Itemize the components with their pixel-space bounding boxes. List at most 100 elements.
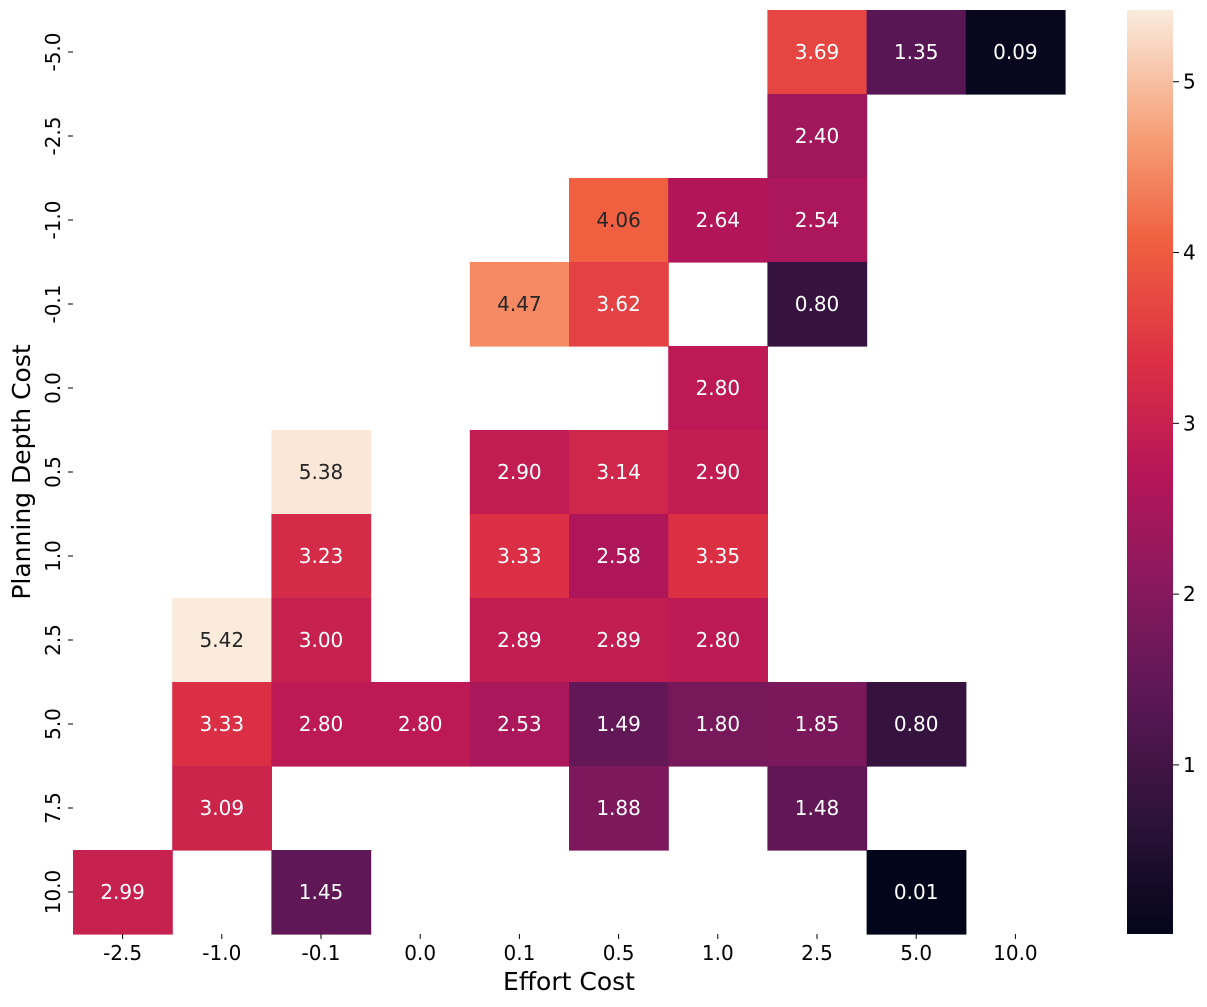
- heatmap-cell: [767, 682, 868, 767]
- heatmap-cell: [767, 262, 868, 347]
- heatmap-cell: [172, 598, 272, 683]
- heatmap-cell: [370, 682, 471, 767]
- heatmap-cell-label: 2.80: [398, 712, 443, 736]
- colorbar-tick-label: 4: [1183, 241, 1196, 265]
- y-tick-label: 2.5: [41, 624, 65, 656]
- heatmap-cell-label: 2.58: [596, 544, 641, 568]
- heatmap-cell: [866, 10, 967, 95]
- heatmap-cell: [569, 430, 669, 515]
- heatmap-cell-label: 2.64: [696, 208, 741, 232]
- heatmap-cell: [271, 682, 372, 767]
- heatmap-cell: [271, 598, 372, 683]
- heatmap-cell: [569, 598, 669, 683]
- heatmap-cell-label: 2.90: [696, 460, 741, 484]
- heatmap-cell-label: 0.80: [894, 712, 939, 736]
- heatmap-cells: [73, 10, 1066, 935]
- heatmap-cell-label: 3.69: [795, 40, 840, 64]
- y-axis-title: Planning Depth Cost: [7, 344, 36, 600]
- x-tick-label: -1.0: [202, 941, 241, 965]
- heatmap-cell: [469, 598, 570, 683]
- heatmap-cell: [569, 262, 669, 347]
- heatmap-cell-label: 3.09: [200, 796, 245, 820]
- heatmap-cell: [271, 850, 372, 935]
- heatmap-cell: [668, 178, 768, 263]
- heatmap-cell-label: 4.47: [497, 292, 542, 316]
- heatmap-cell: [866, 850, 967, 935]
- x-tick-label: 5.0: [900, 941, 932, 965]
- heatmap-cell: [469, 682, 570, 767]
- heatmap-cell-label: 2.89: [497, 628, 542, 652]
- heatmap-cell: [965, 10, 1066, 95]
- x-tick-label: 0.0: [404, 941, 436, 965]
- heatmap-cell: [172, 682, 272, 767]
- heatmap-cell-label: 3.35: [696, 544, 741, 568]
- heatmap-cell-label: 4.06: [596, 208, 641, 232]
- y-axis-ticks: -5.0 -2.5 -1.0 -0.1 0.0 0.5 1.0 2.5 5.0 7.5 10.0: [41, 32, 73, 914]
- heatmap-cell-label: 2.90: [497, 460, 542, 484]
- heatmap-cell-label: 2.80: [696, 376, 741, 400]
- heatmap-cell-labels: 3.69 1.35 0.09 2.40 4.06 2.64 2.54 4.47 3.62 0.80…: [100, 40, 1037, 904]
- y-tick-label: -2.5: [41, 116, 65, 155]
- heatmap-cell-label: 5.42: [200, 628, 245, 652]
- colorbar: [1127, 10, 1173, 934]
- heatmap-cell: [866, 682, 967, 767]
- heatmap-cell-label: 3.14: [596, 460, 641, 484]
- x-tick-label: 0.1: [503, 941, 535, 965]
- colorbar-tick-label: 5: [1183, 70, 1196, 94]
- heatmap-cell: [469, 262, 570, 347]
- y-tick-label: 7.5: [41, 792, 65, 824]
- heatmap-cell-label: 1.85: [795, 712, 840, 736]
- heatmap-cell-label: 0.09: [993, 40, 1038, 64]
- heatmap-cell-label: 1.45: [299, 880, 344, 904]
- heatmap-cell: [271, 430, 372, 515]
- heatmap-cell: [767, 94, 868, 179]
- heatmap-cell-label: 1.35: [894, 40, 939, 64]
- heatmap-cell-label: 2.89: [596, 628, 641, 652]
- heatmap-cell-label: 3.33: [497, 544, 542, 568]
- x-tick-label: -2.5: [103, 941, 142, 965]
- heatmap-cell: [767, 766, 868, 851]
- heatmap-cell-label: 2.80: [696, 628, 741, 652]
- heatmap-cell: [73, 850, 173, 935]
- heatmap-cell: [668, 598, 768, 683]
- heatmap-cell-label: 3.33: [200, 712, 245, 736]
- y-tick-label: 0.5: [41, 456, 65, 488]
- heatmap-cell-label: 2.54: [795, 208, 840, 232]
- heatmap-cell: [469, 514, 570, 599]
- colorbar-tick-label: 3: [1183, 411, 1196, 435]
- colorbar-tick-label: 2: [1183, 582, 1196, 606]
- y-tick-label: 1.0: [41, 540, 65, 572]
- heatmap-cell: [172, 766, 272, 851]
- heatmap-cell-label: 0.01: [894, 880, 939, 904]
- heatmap-cell-label: 2.80: [299, 712, 344, 736]
- x-axis-ticks: -2.5 -1.0 -0.1 0.0 0.1 0.5 1.0 2.5 5.0 10.0: [103, 934, 1038, 965]
- y-tick-label: -0.1: [41, 284, 65, 323]
- heatmap-cell: [569, 682, 669, 767]
- x-axis-title: Effort Cost: [503, 967, 635, 996]
- y-tick-label: -1.0: [41, 200, 65, 239]
- y-tick-label: -5.0: [41, 32, 65, 71]
- colorbar-tick-label: 1: [1183, 753, 1196, 777]
- heatmap-cell-label: 1.88: [596, 796, 641, 820]
- heatmap-cell: [569, 178, 669, 263]
- heatmap-cell-label: 2.53: [497, 712, 542, 736]
- heatmap-cell-label: 3.62: [596, 292, 641, 316]
- heatmap-cell: [569, 514, 669, 599]
- x-tick-label: 10.0: [993, 941, 1038, 965]
- heatmap-cell-label: 1.48: [795, 796, 840, 820]
- x-tick-label: 2.5: [801, 941, 833, 965]
- heatmap-cell: [469, 430, 570, 515]
- x-tick-label: 1.0: [702, 941, 734, 965]
- heatmap-cell: [767, 178, 868, 263]
- heatmap-cell: [668, 430, 768, 515]
- heatmap-cell-label: 1.49: [596, 712, 641, 736]
- heatmap-cell: [668, 346, 768, 431]
- heatmap-cell-label: 0.80: [795, 292, 840, 316]
- heatmap-cell-label: 3.00: [299, 628, 344, 652]
- heatmap-cell: [767, 10, 868, 95]
- heatmap-cell: [668, 682, 768, 767]
- heatmap-cell-label: 5.38: [299, 460, 344, 484]
- heatmap-cell-label: 2.99: [100, 880, 145, 904]
- x-tick-label: -0.1: [301, 941, 340, 965]
